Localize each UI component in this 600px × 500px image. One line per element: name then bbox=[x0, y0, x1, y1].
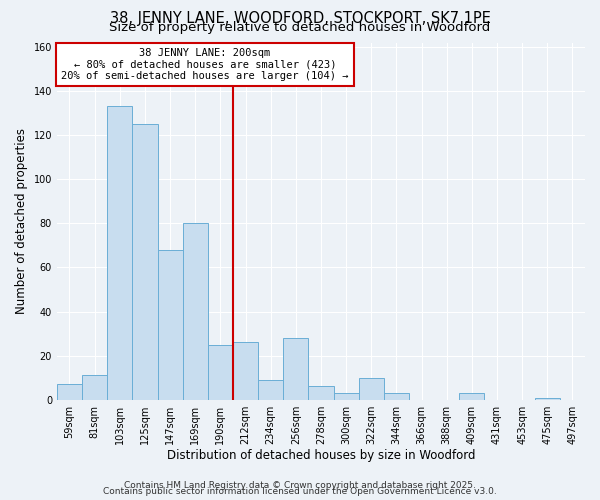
Bar bbox=[233, 342, 258, 400]
Bar bbox=[334, 393, 359, 400]
Bar bbox=[182, 224, 208, 400]
Bar bbox=[107, 106, 133, 400]
Text: Contains public sector information licensed under the Open Government Licence v3: Contains public sector information licen… bbox=[103, 488, 497, 496]
Bar bbox=[283, 338, 308, 400]
Bar bbox=[308, 386, 334, 400]
Text: 38 JENNY LANE: 200sqm
← 80% of detached houses are smaller (423)
20% of semi-det: 38 JENNY LANE: 200sqm ← 80% of detached … bbox=[61, 48, 349, 81]
Text: Contains HM Land Registry data © Crown copyright and database right 2025.: Contains HM Land Registry data © Crown c… bbox=[124, 480, 476, 490]
Bar bbox=[459, 393, 484, 400]
Y-axis label: Number of detached properties: Number of detached properties bbox=[15, 128, 28, 314]
Bar bbox=[359, 378, 384, 400]
Bar bbox=[208, 344, 233, 400]
Text: Size of property relative to detached houses in Woodford: Size of property relative to detached ho… bbox=[109, 22, 491, 35]
Bar bbox=[57, 384, 82, 400]
Bar bbox=[158, 250, 182, 400]
Bar bbox=[384, 393, 409, 400]
X-axis label: Distribution of detached houses by size in Woodford: Distribution of detached houses by size … bbox=[167, 450, 475, 462]
Bar bbox=[258, 380, 283, 400]
Bar bbox=[133, 124, 158, 400]
Bar bbox=[82, 376, 107, 400]
Bar bbox=[535, 398, 560, 400]
Text: 38, JENNY LANE, WOODFORD, STOCKPORT, SK7 1PE: 38, JENNY LANE, WOODFORD, STOCKPORT, SK7… bbox=[110, 11, 490, 26]
